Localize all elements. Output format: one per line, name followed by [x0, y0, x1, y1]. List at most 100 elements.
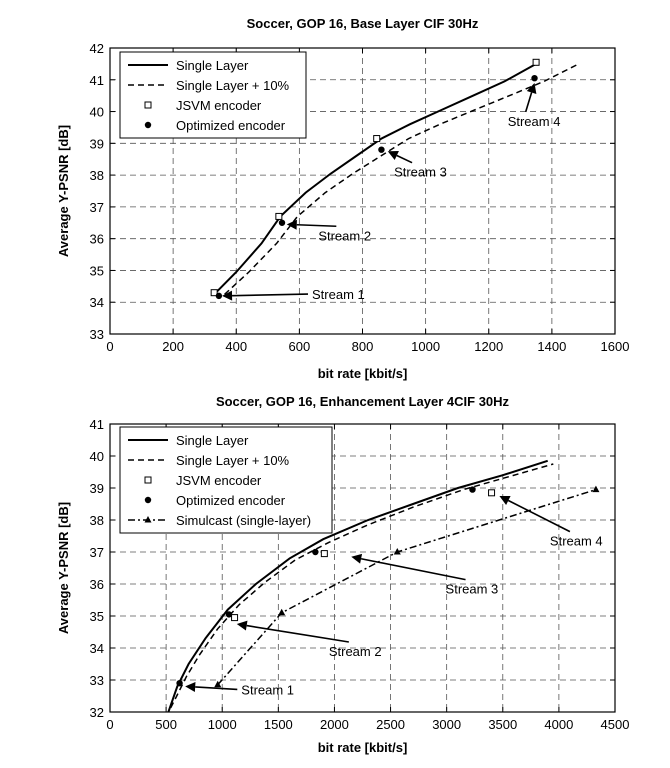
chart-1: Soccer, GOP 16, Base Layer CIF 30Hz 0 200 4…	[56, 16, 629, 381]
legend-box	[119, 426, 333, 534]
y-tick-label: 38	[90, 168, 104, 183]
series-line	[213, 63, 537, 296]
series-3	[210, 58, 540, 297]
legend: Single Layer Single Layer + 10% JSVM encod…	[119, 51, 307, 139]
x-tick-label: 200	[162, 339, 184, 354]
x-tick-label: 1500	[264, 717, 293, 732]
y-tick-label: 40	[90, 449, 104, 464]
annotation-stream-1: Stream 1	[222, 287, 365, 302]
annotation-stream-4: Stream 4	[499, 496, 603, 549]
x-tick-label: 0	[106, 717, 113, 732]
legend-entry: Simulcast (single-layer)	[128, 513, 311, 528]
annotation-arrow-shaft	[396, 154, 413, 164]
series-4	[215, 74, 538, 300]
legend-label: Single Layer	[176, 433, 249, 448]
legend-entry: Optimized encoder	[144, 493, 286, 508]
annotation-stream-2: Stream 2	[286, 219, 371, 243]
legend-entry: JSVM encoder	[144, 473, 262, 488]
data-point	[312, 548, 319, 556]
series-4	[176, 486, 476, 687]
data-point	[488, 489, 496, 497]
legend-label: Optimized encoder	[176, 118, 286, 133]
legend: Single Layer Single Layer + 10% JSVM encod…	[119, 426, 333, 534]
data-point	[176, 680, 183, 687]
series-line	[224, 63, 580, 295]
x-tick-label: 1600	[601, 339, 630, 354]
legend-box	[119, 51, 307, 139]
annotation-label: Stream 1	[312, 287, 365, 302]
legend-marker-sample	[144, 101, 152, 109]
annotation-arrow-head	[286, 219, 297, 230]
x-tick-label: 4500	[601, 717, 630, 732]
y-tick-label: 38	[90, 513, 104, 528]
data-point	[214, 680, 222, 688]
series-line	[217, 488, 597, 686]
x-tick-label: 0	[106, 339, 113, 354]
y-tick-label: 36	[90, 232, 104, 247]
y-axis-label: Average Y-PSNR [dB]	[56, 125, 71, 257]
y-tick-label: 41	[90, 73, 104, 88]
series-3	[231, 489, 496, 622]
legend-marker-sample	[144, 496, 152, 504]
data-point	[275, 212, 283, 220]
legend-label: Single Layer	[176, 58, 249, 73]
annotation-arrow-head	[236, 620, 248, 631]
x-axis-label: bit rate [kbit/s]	[318, 366, 408, 381]
x-tick-label: 500	[155, 717, 177, 732]
y-tick-label: 35	[90, 263, 104, 278]
legend-marker-sample	[144, 121, 152, 129]
y-tick-label: 41	[90, 417, 104, 432]
legend-label: Optimized encoder	[176, 493, 286, 508]
legend-label: JSVM encoder	[176, 473, 262, 488]
legend-label: JSVM encoder	[176, 98, 262, 113]
x-tick-label: 600	[289, 339, 311, 354]
annotation-stream-4: Stream 4	[508, 82, 560, 129]
x-tick-label: 1000	[208, 717, 237, 732]
legend-entry: JSVM encoder	[144, 98, 262, 113]
annotation-arrow-head	[185, 681, 196, 692]
plot-frame	[109, 423, 616, 713]
legend-label: Single Layer + 10%	[176, 78, 290, 93]
data-point	[469, 486, 476, 493]
y-tick-label: 32	[90, 705, 104, 720]
x-tick-label: 1000	[411, 339, 440, 354]
data-point	[225, 611, 233, 618]
data-point	[278, 608, 286, 616]
data-point	[278, 219, 286, 226]
x-tick-label: 2000	[320, 717, 349, 732]
annotation-label: Stream 3	[446, 582, 499, 597]
annotation-label: Stream 2	[318, 228, 371, 243]
annotation-label: Stream 3	[394, 165, 447, 180]
annotation-arrow-head	[499, 496, 511, 505]
legend-marker-sample	[144, 516, 152, 523]
annotation-arrow-head	[351, 553, 363, 564]
y-tick-label: 35	[90, 609, 104, 624]
y-tick-label: 34	[90, 641, 104, 656]
y-tick-label: 39	[90, 136, 104, 151]
annotation-arrow-shaft	[296, 223, 337, 228]
annotation-arrow-shaft	[524, 92, 533, 113]
annotation-label: Stream 1	[241, 682, 294, 697]
x-tick-label: 1200	[474, 339, 503, 354]
data-point	[373, 135, 381, 143]
y-tick-label: 33	[90, 673, 104, 688]
annotation-arrow-shaft	[246, 624, 349, 643]
data-point	[592, 485, 600, 493]
chart-title: Soccer, GOP 16, Base Layer CIF 30Hz	[247, 16, 479, 31]
series-1	[213, 63, 537, 296]
y-tick-label: 42	[90, 41, 104, 56]
annotation-label: Stream 4	[550, 534, 603, 549]
annotation-arrow-head	[387, 151, 399, 161]
data-point	[531, 74, 538, 82]
legend-label: Single Layer + 10%	[176, 453, 290, 468]
legend-label: Simulcast (single-layer)	[176, 513, 311, 528]
annotation-stream-3: Stream 3	[351, 553, 499, 597]
x-tick-label: 3500	[488, 717, 517, 732]
annotation-arrow-shaft	[195, 686, 238, 691]
annotation-arrow-head	[526, 82, 537, 94]
chart-2: Soccer, GOP 16, Enhancement Layer 4CIF 3…	[56, 394, 629, 755]
x-tick-label: 4000	[544, 717, 573, 732]
annotation-arrow-shaft	[232, 293, 309, 297]
series-5	[214, 485, 600, 688]
